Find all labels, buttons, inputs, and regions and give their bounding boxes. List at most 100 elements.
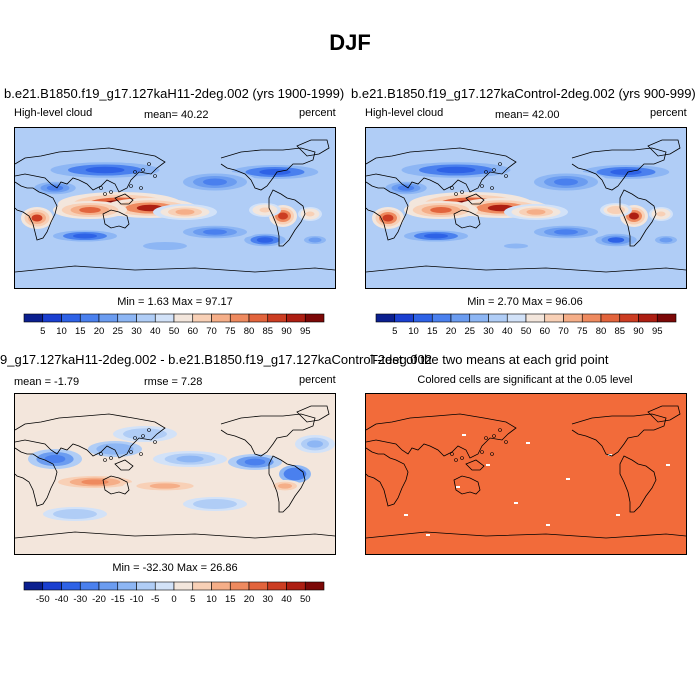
coastline [15, 413, 166, 459]
colorbar-tick-label: 75 [577, 326, 588, 337]
colorbar-swatch [248, 581, 269, 591]
island [153, 174, 157, 178]
field-contour [203, 178, 227, 186]
coastline [15, 265, 335, 273]
field-contour [607, 237, 625, 243]
panel4-subtitle: Colored cells are significant at the 0.0… [417, 374, 633, 386]
colorbar-swatch [79, 313, 100, 323]
colorbar-swatch [61, 313, 81, 323]
field-contour [554, 178, 578, 186]
colorbar-swatch [304, 313, 325, 323]
field-contour [73, 233, 97, 239]
colorbar-swatch [136, 313, 156, 323]
island [498, 162, 502, 166]
colorbar-swatch [23, 581, 44, 591]
insignificant-cell [514, 502, 518, 504]
panel1-variable-label: High-level cloud [14, 107, 93, 119]
island [460, 190, 464, 194]
colorbar-swatch [98, 313, 119, 323]
coastline [114, 193, 134, 205]
colorbar-swatch [506, 313, 527, 323]
insignificant-cell [526, 442, 530, 444]
panel4-map-plot [366, 394, 686, 554]
colorbar-swatch [229, 581, 250, 591]
colorbar-swatch [211, 581, 231, 591]
colorbar-tick-label: 30 [262, 594, 273, 605]
colorbar-swatch [431, 313, 452, 323]
colorbar-tick-label: 70 [558, 326, 569, 337]
panel3-minmax: Min = -32.30 Max = 26.86 [112, 562, 238, 574]
coastline [220, 413, 316, 457]
field-contour [31, 214, 43, 222]
panel2-units-label: percent [650, 107, 687, 119]
coastline [15, 447, 58, 507]
panel3-mean-label: mean = -1.79 [14, 376, 80, 388]
colorbar-tick-label: 25 [464, 326, 475, 337]
island [129, 450, 133, 454]
coastline [296, 139, 330, 157]
colorbar-tick-label: 10 [56, 326, 67, 337]
field-contour [436, 166, 476, 174]
panel2-variable-label: High-level cloud [365, 107, 444, 119]
island [147, 162, 151, 166]
colorbar-swatch [413, 313, 433, 323]
colorbar-swatch [154, 581, 175, 591]
colorbar-swatch [117, 313, 137, 323]
coastline [647, 139, 681, 157]
colorbar-swatch [211, 313, 231, 323]
panel3-title: 9_g17.127kaH11-2deg.002 - b.e21.B1850.f1… [0, 352, 432, 367]
colorbar-swatch [192, 581, 212, 591]
colorbar-swatch [192, 313, 212, 323]
island [139, 186, 143, 190]
island [504, 440, 508, 444]
coastline [453, 475, 481, 495]
panel1-title: b.e21.B1850.f19_g17.127kaH11-2deg.002 (y… [4, 86, 345, 101]
island [129, 184, 133, 188]
colorbar-swatch [173, 313, 194, 323]
colorbar-swatch [248, 313, 269, 323]
coastline [619, 455, 657, 513]
field-contour [44, 455, 66, 463]
insignificant-cell [426, 534, 430, 536]
insignificant-cell [404, 514, 408, 516]
insignificant-cell [566, 478, 570, 480]
colorbar-swatch [286, 313, 306, 323]
colorbar-tick-label: 40 [502, 326, 513, 337]
island [498, 428, 502, 432]
island [133, 170, 137, 174]
panel2-mean-label: mean= 42.00 [495, 109, 560, 121]
coastline [366, 447, 409, 507]
field-contour [278, 212, 288, 220]
colorbar-swatch [544, 313, 564, 323]
coastline [465, 193, 485, 205]
insignificant-cell [462, 434, 466, 436]
insignificant-cell [666, 464, 670, 466]
significance-field [366, 394, 686, 554]
coastline [619, 189, 657, 247]
panel4-title: T-test of the two means at each grid poi… [370, 352, 609, 367]
colorbar-swatch [656, 313, 677, 323]
colorbar-swatch [563, 313, 583, 323]
colorbar-tick-label: -40 [55, 594, 69, 605]
field-contour [256, 237, 274, 243]
field-contour [629, 212, 639, 220]
colorbar-swatch [286, 581, 306, 591]
island [454, 458, 458, 462]
colorbar-swatch [98, 581, 119, 591]
island [504, 174, 508, 178]
colorbar-tick-label: 25 [112, 326, 123, 337]
colorbar-tick-label: 15 [75, 326, 86, 337]
panel2-minmax: Min = 2.70 Max = 96.06 [467, 296, 583, 308]
colorbar-swatch [42, 313, 62, 323]
island [141, 168, 145, 172]
field-contour [63, 511, 87, 517]
field-contour [46, 185, 64, 191]
panel2-map-plot [366, 128, 686, 288]
field-contour [79, 207, 101, 213]
colorbar-swatch [154, 313, 175, 323]
colorbar-tick-label: -20 [92, 594, 106, 605]
coastline [366, 413, 517, 459]
panel1-map [14, 127, 336, 289]
colorbar-tick-label: 30 [483, 326, 494, 337]
island [153, 440, 157, 444]
